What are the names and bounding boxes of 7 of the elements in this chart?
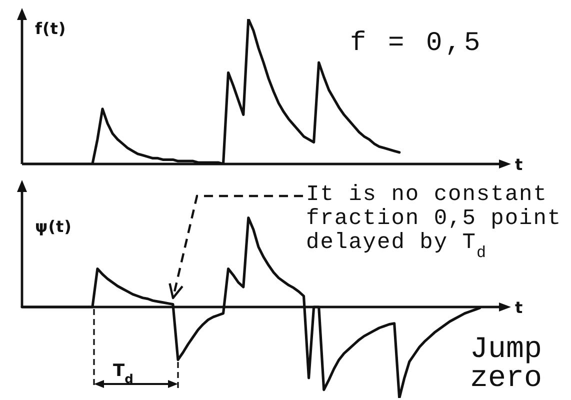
annotation: T$_{d}$: [113, 361, 134, 386]
annotation: f = 0,5: [350, 29, 484, 59]
annotation: It is no constant fraction 0,5 point delayed by T$_{d}$: [306, 182, 562, 262]
x-axis-title: t: [515, 298, 524, 317]
x-axis-title: t: [515, 155, 524, 174]
y-axis-title: ψ(t): [35, 217, 72, 236]
y-axis-title: f(t): [35, 19, 66, 38]
